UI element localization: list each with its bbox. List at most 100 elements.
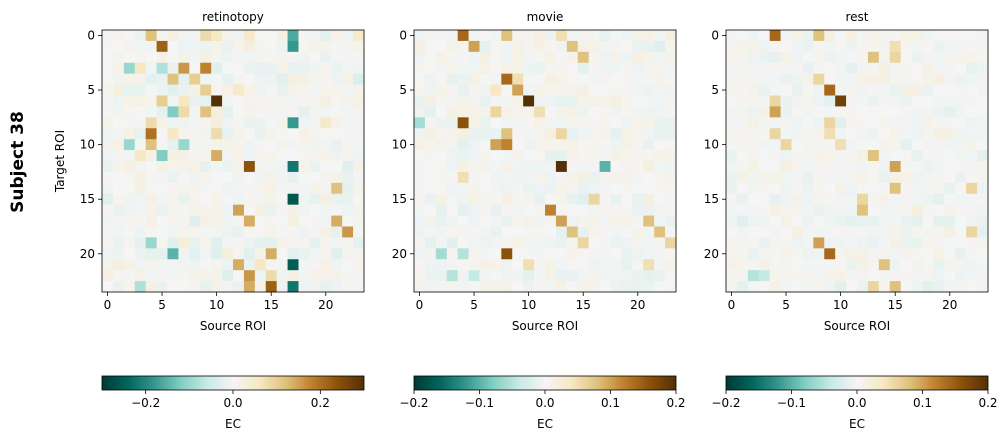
- heatmap-cell: [780, 281, 792, 293]
- colorbar-tick-label: −0.1: [777, 396, 806, 410]
- heatmap-cell: [736, 106, 749, 118]
- heatmap-cell: [577, 139, 590, 151]
- heatmap-cell: [287, 259, 299, 271]
- y-tick-label: 10: [80, 138, 95, 152]
- heatmap-cell: [276, 270, 288, 282]
- heatmap-cell: [178, 248, 190, 260]
- heatmap-cell: [424, 237, 437, 249]
- heatmap-cell: [320, 150, 332, 162]
- heatmap-cell: [233, 215, 245, 227]
- heatmap-cell: [922, 248, 934, 260]
- heatmap-cell: [534, 281, 546, 293]
- heatmap-cell: [145, 248, 157, 260]
- heatmap-cell: [414, 237, 426, 249]
- heatmap-cell: [632, 106, 644, 118]
- heatmap-cell: [287, 150, 299, 162]
- heatmap-cell: [857, 84, 869, 96]
- heatmap-cell: [276, 117, 288, 129]
- heatmap-cell: [414, 84, 426, 96]
- heatmap-cell: [211, 226, 223, 238]
- heatmap-cell: [320, 237, 332, 249]
- heatmap-cell: [588, 51, 600, 64]
- heatmap-cell: [726, 193, 738, 206]
- y-tick-label: 20: [392, 247, 407, 261]
- heatmap-cell: [889, 226, 902, 238]
- heatmap-cell: [457, 62, 469, 75]
- heatmap-cell: [665, 30, 677, 42]
- heatmap-cell: [900, 84, 912, 96]
- heatmap-cell: [512, 30, 524, 42]
- heatmap-cell: [479, 62, 491, 75]
- heatmap-cell: [479, 150, 491, 162]
- heatmap-cell: [189, 237, 201, 249]
- heatmap-cell: [468, 226, 480, 238]
- heatmap-cell: [134, 117, 147, 129]
- heatmap-cell: [654, 73, 666, 85]
- heatmap-cell: [577, 215, 590, 227]
- heatmap-cell: [922, 51, 934, 64]
- heatmap-cell: [632, 248, 644, 260]
- heatmap-cell: [857, 161, 869, 173]
- heatmap-cell: [320, 182, 332, 195]
- heatmap-cell: [112, 139, 125, 151]
- heatmap-cell: [211, 139, 223, 151]
- heatmap-cell: [780, 51, 792, 64]
- heatmap-cell: [342, 270, 354, 282]
- heatmap-cell: [501, 193, 513, 206]
- heatmap-cell: [457, 106, 469, 118]
- heatmap-cell: [933, 84, 945, 96]
- heatmap-cell: [835, 73, 847, 85]
- heatmap-cell: [145, 270, 157, 282]
- heatmap-cell: [747, 84, 760, 96]
- heatmap-cell: [353, 204, 365, 216]
- heatmap-cell: [414, 248, 426, 260]
- heatmap-cell: [353, 215, 365, 227]
- heatmap-cell: [353, 128, 365, 140]
- heatmap-cell: [523, 117, 535, 129]
- heatmap-cell: [846, 259, 858, 271]
- heatmap-cell: [102, 259, 114, 271]
- heatmap-cell: [878, 51, 891, 64]
- heatmap-cell: [933, 30, 945, 42]
- colorbar-gradient: [413, 375, 677, 391]
- heatmap-cell: [933, 237, 945, 249]
- heatmap-cell: [599, 182, 611, 195]
- heatmap-cell: [134, 248, 147, 260]
- heatmap-cell: [665, 150, 677, 162]
- heatmap-cell: [200, 237, 212, 249]
- heatmap-cell: [265, 182, 278, 195]
- heatmap-cell: [123, 51, 136, 64]
- heatmap-cell: [222, 73, 234, 85]
- heatmap-cell: [265, 237, 278, 249]
- heatmap-cell: [178, 30, 190, 42]
- heatmap-cell: [309, 128, 321, 140]
- heatmap-cell: [501, 128, 513, 140]
- heatmap-cell: [523, 73, 535, 85]
- heatmap-cell: [342, 128, 354, 140]
- heatmap-cell: [468, 270, 480, 282]
- heatmap-cell: [276, 182, 288, 195]
- heatmap-cell: [490, 84, 502, 96]
- heatmap-cell: [211, 215, 223, 227]
- heatmap-cell: [233, 193, 245, 206]
- heatmap-cell: [479, 204, 491, 216]
- heatmap-cell: [588, 30, 600, 42]
- heatmap-cell: [621, 106, 633, 118]
- heatmap-cell: [102, 237, 114, 249]
- heatmap-cell: [577, 128, 590, 140]
- heatmap-cell: [911, 117, 923, 129]
- heatmap-cell: [243, 226, 256, 238]
- heatmap-cell: [211, 248, 223, 260]
- heatmap-cell: [512, 226, 524, 238]
- heatmap-cell: [211, 150, 223, 162]
- heatmap-cell: [933, 204, 945, 216]
- heatmap-cell: [654, 62, 666, 75]
- heatmap-cell: [298, 62, 310, 75]
- heatmap-cell: [944, 30, 956, 42]
- colorbar-tick-label: 0.2: [311, 396, 330, 410]
- heatmap-cell: [414, 117, 426, 129]
- heatmap-cell: [523, 95, 535, 107]
- heatmap-cell: [835, 270, 847, 282]
- heatmap-cell: [320, 95, 332, 107]
